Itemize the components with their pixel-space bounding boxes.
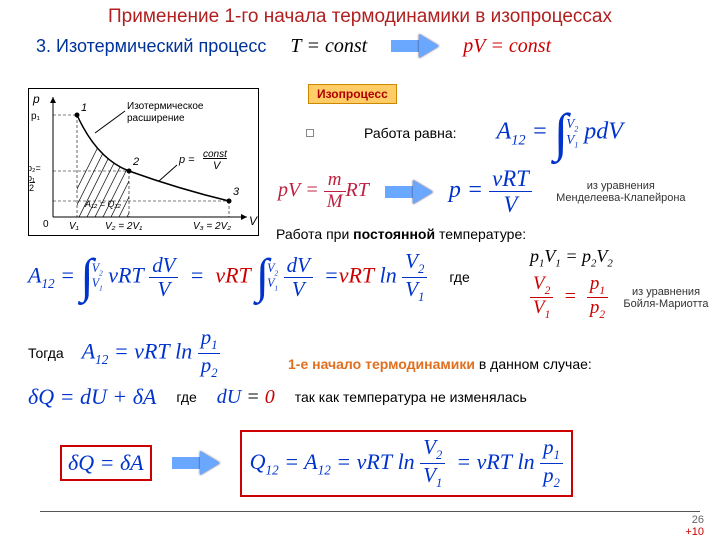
svg-text:V: V bbox=[249, 214, 258, 228]
svg-text:3: 3 bbox=[233, 186, 240, 198]
svg-text:A₁₂ = Q₁₂: A₁₂ = Q₁₂ bbox=[84, 199, 121, 209]
eq-a12-p1p2: A12 = νRT ln p1p2 bbox=[82, 326, 221, 381]
svg-text:p₁: p₁ bbox=[31, 111, 41, 122]
svg-text:расширение: расширение bbox=[127, 113, 185, 124]
subtitle: 3. Изотермический процесс bbox=[36, 36, 266, 57]
tag-isoprocess: Изопроцесс bbox=[308, 84, 397, 104]
eq-t-const: T = const bbox=[290, 35, 367, 58]
eq-boxed-dq-da: δQ = δA bbox=[60, 445, 152, 481]
svg-text:V₂ = 2V₁: V₂ = 2V₁ bbox=[105, 221, 142, 232]
note-boyle: из уравнения Бойля-Мариотта bbox=[620, 286, 712, 310]
svg-text:0: 0 bbox=[43, 219, 49, 230]
arrow-icon bbox=[385, 180, 433, 204]
svg-text:const: const bbox=[203, 149, 228, 160]
label-where-2: где bbox=[176, 389, 196, 405]
eq-du-0: dU = 0 bbox=[217, 386, 275, 409]
pv-graph: p V 0 1 2 3 p₁ p₂= p₁ 2 V₁ V₂ = 2V₁ V₃ =… bbox=[28, 88, 259, 236]
svg-text:1: 1 bbox=[81, 102, 87, 114]
svg-text:2: 2 bbox=[29, 183, 34, 193]
eq-long-integral: A12 = ∫V2V1 νRT dVV = νRT ∫V2V1 dVV =νRT… bbox=[28, 250, 427, 305]
svg-text:Изотермическое: Изотермическое bbox=[127, 101, 204, 112]
note-mendeleev: из уравнения Менделеева-Клапейрона bbox=[556, 180, 686, 204]
label-work-const-t: Работа при постоянной температуре: bbox=[276, 226, 526, 242]
eq-v2v1-p1p2: V2V1 = p1p2 bbox=[530, 274, 613, 322]
eq-dq-du-da: δQ = dU + δA bbox=[28, 384, 156, 410]
svg-text:p₂=: p₂= bbox=[29, 163, 41, 173]
arrow-icon bbox=[391, 34, 439, 58]
svg-text:p =: p = bbox=[178, 154, 195, 166]
svg-text:V₁: V₁ bbox=[69, 221, 79, 232]
footer-rule bbox=[40, 511, 700, 512]
page-title: Применение 1-го начала термодинамики в и… bbox=[0, 6, 720, 28]
eq-boxed-q12-final: Q12 = A12 = νRT ln V2V1 = νRT ln p1p2 bbox=[240, 430, 573, 497]
eq-pv-mmrt: pV = mMRT bbox=[278, 170, 369, 213]
eq-p1v1-p2v2: p1V1 = p2V2 bbox=[530, 246, 613, 270]
arrow-icon bbox=[172, 451, 220, 475]
label-since: так как температура не изменялась bbox=[295, 389, 527, 405]
svg-text:V₃ = 2V₂: V₃ = 2V₂ bbox=[193, 221, 231, 232]
label-where-1: где bbox=[449, 269, 469, 285]
label-first-law: 1-е начало термодинамики в данном случае… bbox=[288, 356, 592, 372]
label-work-is: Работа равна: bbox=[364, 125, 457, 141]
bullet-marker bbox=[306, 124, 324, 142]
svg-text:p₁: p₁ bbox=[29, 173, 35, 183]
eq-p-nurtv: p = νRTV bbox=[449, 166, 532, 217]
eq-a12-integral: A12 = ∫V2V1 pdV bbox=[497, 112, 623, 154]
svg-text:2: 2 bbox=[132, 156, 139, 168]
svg-text:V: V bbox=[213, 160, 222, 172]
page-number: 26 +10 bbox=[685, 514, 704, 538]
label-then: Тогда bbox=[28, 345, 64, 361]
eq-pv-const: pV = const bbox=[463, 35, 551, 58]
svg-text:p: p bbox=[32, 92, 40, 106]
